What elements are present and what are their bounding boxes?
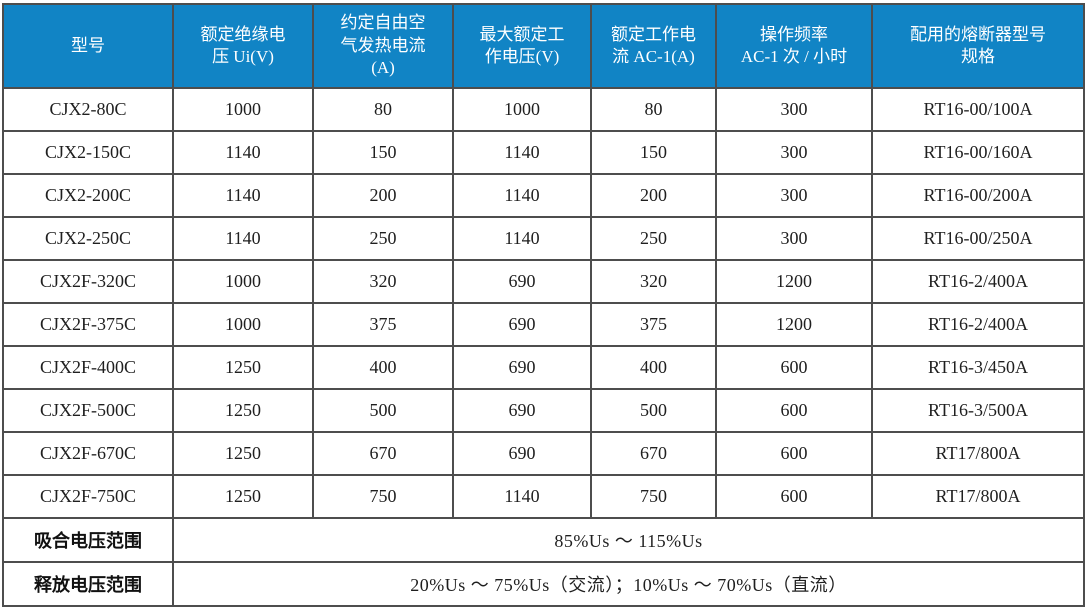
table-row: CJX2-150C 1140 150 1140 150 300 RT16-00/… [2, 130, 1085, 175]
cell-insulation-voltage: 1250 [172, 474, 314, 519]
cell-operating-frequency: 600 [715, 388, 873, 433]
column-header-fuse-spec: 配用的熔断器型号 规格 [871, 3, 1085, 89]
cell-insulation-voltage: 1250 [172, 345, 314, 390]
cell-insulation-voltage: 1250 [172, 388, 314, 433]
cell-model: CJX2F-375C [2, 302, 174, 347]
cell-operating-frequency: 600 [715, 474, 873, 519]
cell-fuse-spec: RT16-00/200A [871, 173, 1085, 218]
cell-operating-frequency: 300 [715, 130, 873, 175]
cell-working-current: 400 [590, 345, 717, 390]
cell-operating-frequency: 1200 [715, 259, 873, 304]
table-row: CJX2-200C 1140 200 1140 200 300 RT16-00/… [2, 173, 1085, 218]
cell-operating-frequency: 300 [715, 216, 873, 261]
cell-thermal-current: 150 [312, 130, 454, 175]
cell-operating-frequency: 1200 [715, 302, 873, 347]
cell-model: CJX2F-750C [2, 474, 174, 519]
pickup-voltage-row: 吸合电压范围 85%Us ～ 115%Us [2, 517, 1085, 563]
cell-working-current: 250 [590, 216, 717, 261]
cell-insulation-voltage: 1140 [172, 173, 314, 218]
table-row: CJX2F-750C 1250 750 1140 750 600 RT17/80… [2, 474, 1085, 519]
cell-thermal-current: 250 [312, 216, 454, 261]
column-header-operating-frequency: 操作频率 AC-1 次 / 小时 [715, 3, 873, 89]
cell-thermal-current: 200 [312, 173, 454, 218]
cell-max-working-voltage: 1140 [452, 216, 592, 261]
cell-max-working-voltage: 690 [452, 431, 592, 476]
table-row: CJX2-250C 1140 250 1140 250 300 RT16-00/… [2, 216, 1085, 261]
table-row: CJX2F-400C 1250 400 690 400 600 RT16-3/4… [2, 345, 1085, 390]
cell-model: CJX2-200C [2, 173, 174, 218]
cell-thermal-current: 500 [312, 388, 454, 433]
cell-model: CJX2F-320C [2, 259, 174, 304]
cell-fuse-spec: RT16-2/400A [871, 259, 1085, 304]
header-row: 型号 额定绝缘电 压 Ui(V) 约定自由空 气发热电流 (A) 最大额定工 作… [2, 3, 1085, 89]
cell-fuse-spec: RT16-00/100A [871, 87, 1085, 132]
cell-thermal-current: 80 [312, 87, 454, 132]
cell-fuse-spec: RT17/800A [871, 431, 1085, 476]
cell-operating-frequency: 600 [715, 345, 873, 390]
column-header-insulation-voltage: 额定绝缘电 压 Ui(V) [172, 3, 314, 89]
cell-thermal-current: 375 [312, 302, 454, 347]
cell-working-current: 375 [590, 302, 717, 347]
cell-thermal-current: 400 [312, 345, 454, 390]
cell-thermal-current: 750 [312, 474, 454, 519]
cell-max-working-voltage: 690 [452, 388, 592, 433]
cell-working-current: 750 [590, 474, 717, 519]
cell-fuse-spec: RT16-00/250A [871, 216, 1085, 261]
table-row: CJX2F-320C 1000 320 690 320 1200 RT16-2/… [2, 259, 1085, 304]
cell-operating-frequency: 300 [715, 173, 873, 218]
release-voltage-row: 释放电压范围 20%Us ～ 75%Us（交流）；10%Us ～ 70%Us（直… [2, 561, 1085, 607]
cell-model: CJX2F-400C [2, 345, 174, 390]
cell-working-current: 200 [590, 173, 717, 218]
cell-fuse-spec: RT16-3/450A [871, 345, 1085, 390]
table-row: CJX2-80C 1000 80 1000 80 300 RT16-00/100… [2, 87, 1085, 132]
cell-working-current: 670 [590, 431, 717, 476]
cell-model: CJX2-150C [2, 130, 174, 175]
table-row: CJX2F-670C 1250 670 690 670 600 RT17/800… [2, 431, 1085, 476]
cell-fuse-spec: RT17/800A [871, 474, 1085, 519]
contactor-spec-table: 型号 额定绝缘电 压 Ui(V) 约定自由空 气发热电流 (A) 最大额定工 作… [2, 3, 1085, 607]
table-row: CJX2F-375C 1000 375 690 375 1200 RT16-2/… [2, 302, 1085, 347]
column-header-max-working-voltage: 最大额定工 作电压(V) [452, 3, 592, 89]
cell-max-working-voltage: 690 [452, 259, 592, 304]
pickup-voltage-value: 85%Us ～ 115%Us [172, 517, 1085, 563]
column-header-model: 型号 [2, 3, 174, 89]
cell-working-current: 320 [590, 259, 717, 304]
pickup-voltage-label: 吸合电压范围 [2, 517, 174, 563]
cell-fuse-spec: RT16-3/500A [871, 388, 1085, 433]
table-header: 型号 额定绝缘电 压 Ui(V) 约定自由空 气发热电流 (A) 最大额定工 作… [2, 3, 1085, 89]
cell-model: CJX2-80C [2, 87, 174, 132]
cell-insulation-voltage: 1140 [172, 130, 314, 175]
cell-max-working-voltage: 1140 [452, 173, 592, 218]
cell-working-current: 80 [590, 87, 717, 132]
cell-working-current: 150 [590, 130, 717, 175]
release-voltage-value: 20%Us ～ 75%Us（交流）；10%Us ～ 70%Us（直流） [172, 561, 1085, 607]
cell-operating-frequency: 300 [715, 87, 873, 132]
cell-thermal-current: 670 [312, 431, 454, 476]
cell-max-working-voltage: 690 [452, 345, 592, 390]
cell-insulation-voltage: 1000 [172, 87, 314, 132]
cell-fuse-spec: RT16-2/400A [871, 302, 1085, 347]
cell-insulation-voltage: 1000 [172, 259, 314, 304]
cell-max-working-voltage: 690 [452, 302, 592, 347]
cell-operating-frequency: 600 [715, 431, 873, 476]
table-body: CJX2-80C 1000 80 1000 80 300 RT16-00/100… [2, 87, 1085, 607]
cell-thermal-current: 320 [312, 259, 454, 304]
cell-max-working-voltage: 1140 [452, 474, 592, 519]
column-header-working-current: 额定工作电 流 AC-1(A) [590, 3, 717, 89]
cell-insulation-voltage: 1250 [172, 431, 314, 476]
table-row: CJX2F-500C 1250 500 690 500 600 RT16-3/5… [2, 388, 1085, 433]
cell-insulation-voltage: 1000 [172, 302, 314, 347]
cell-max-working-voltage: 1140 [452, 130, 592, 175]
column-header-thermal-current: 约定自由空 气发热电流 (A) [312, 3, 454, 89]
cell-model: CJX2F-670C [2, 431, 174, 476]
cell-insulation-voltage: 1140 [172, 216, 314, 261]
cell-model: CJX2-250C [2, 216, 174, 261]
cell-working-current: 500 [590, 388, 717, 433]
cell-model: CJX2F-500C [2, 388, 174, 433]
cell-max-working-voltage: 1000 [452, 87, 592, 132]
release-voltage-label: 释放电压范围 [2, 561, 174, 607]
cell-fuse-spec: RT16-00/160A [871, 130, 1085, 175]
